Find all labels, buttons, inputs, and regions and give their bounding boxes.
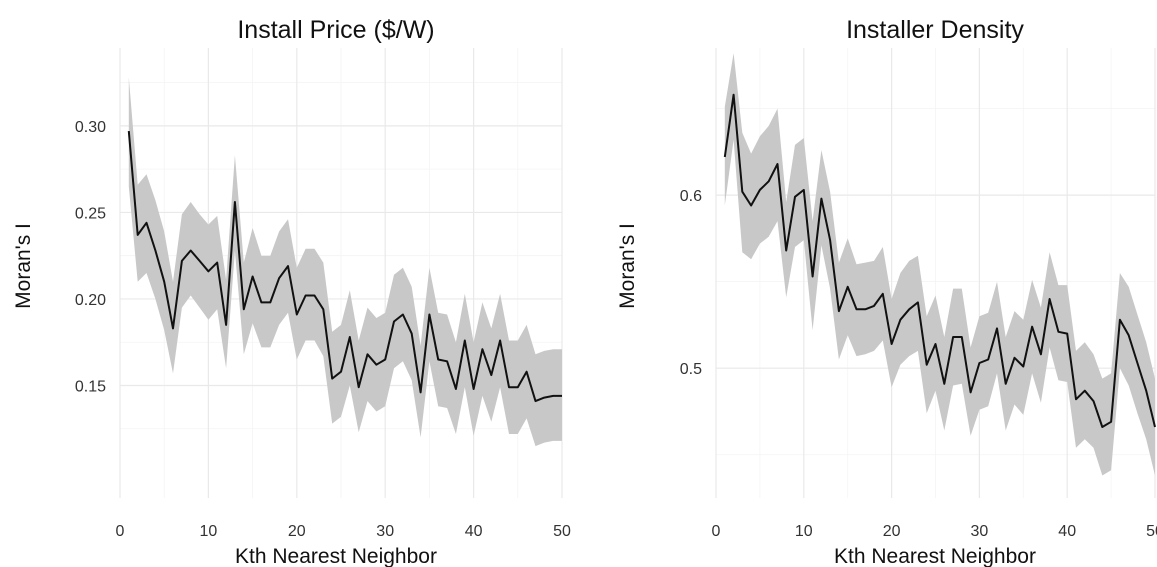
confidence-band <box>724 53 1155 476</box>
y-tick-label: 0.25 <box>75 205 106 222</box>
x-tick-label: 50 <box>1146 523 1157 540</box>
y-tick-label: 0.15 <box>75 379 106 396</box>
x-tick-label: 30 <box>376 523 394 540</box>
x-tick-label: 0 <box>712 523 721 540</box>
x-axis-label: Kth Nearest Neighbor <box>235 545 437 567</box>
x-tick-label: 40 <box>1058 523 1076 540</box>
plot-marks <box>723 53 1156 476</box>
plot-marks <box>127 77 563 447</box>
series-line <box>127 131 562 403</box>
tick-labels: 0 10 20 30 40 50 0.5 0.6 <box>680 188 1157 540</box>
chart-title: Installer Density <box>846 16 1024 44</box>
x-tick-label: 40 <box>465 523 483 540</box>
tick-labels: 0 10 20 30 40 50 0.15 0.20 0.25 0.30 <box>75 119 571 540</box>
x-tick-label: 20 <box>288 523 306 540</box>
x-tick-label: 10 <box>795 523 813 540</box>
x-tick-label: 20 <box>883 523 901 540</box>
x-tick-label: 30 <box>971 523 989 540</box>
series-line <box>723 93 1156 428</box>
panel-installer-density: Installer Density Moran's I Kth Nearest … <box>616 16 1157 567</box>
y-tick-label: 0.20 <box>75 292 106 309</box>
confidence-band <box>128 77 563 447</box>
x-tick-label: 10 <box>200 523 218 540</box>
chart-title: Install Price ($/W) <box>237 16 434 44</box>
y-tick-label: 0.30 <box>75 119 106 136</box>
y-tick-label: 0.5 <box>680 361 702 378</box>
x-axis-label: Kth Nearest Neighbor <box>834 545 1036 567</box>
y-tick-label: 0.6 <box>680 188 702 205</box>
x-tick-label: 50 <box>553 523 571 540</box>
panel-install-price: Install Price ($/W) Moran's I Kth Neares… <box>12 16 571 567</box>
y-axis-label: Moran's I <box>12 223 35 309</box>
x-tick-label: 0 <box>116 523 125 540</box>
y-axis-label: Moran's I <box>616 223 639 309</box>
